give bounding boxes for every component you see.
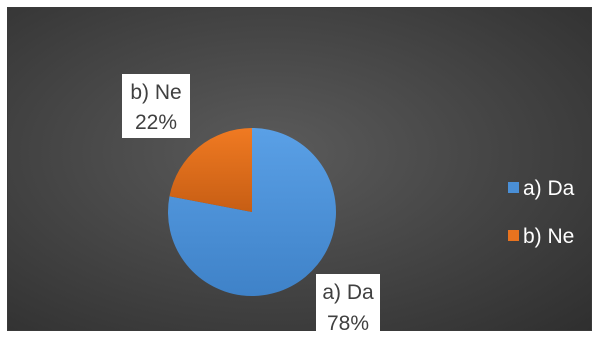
legend-swatch-ne [508,230,519,241]
data-label-ne: b) Ne 22% [122,74,190,138]
legend-label-ne: b) Ne [523,225,574,248]
legend-label-da: a) Da [523,177,575,200]
data-label-ne-value: 22% [135,111,177,134]
data-label-da-value: 78% [327,312,369,335]
legend-swatch-da [508,182,519,193]
data-label-ne-name: b) Ne [130,81,181,104]
legend: a) Da b) Ne [508,177,575,248]
pie-slice-da [168,128,337,296]
data-label-da-name: a) Da [322,281,374,304]
pie-slice-ne [169,128,252,212]
data-label-da: a) Da 78% [316,274,380,338]
